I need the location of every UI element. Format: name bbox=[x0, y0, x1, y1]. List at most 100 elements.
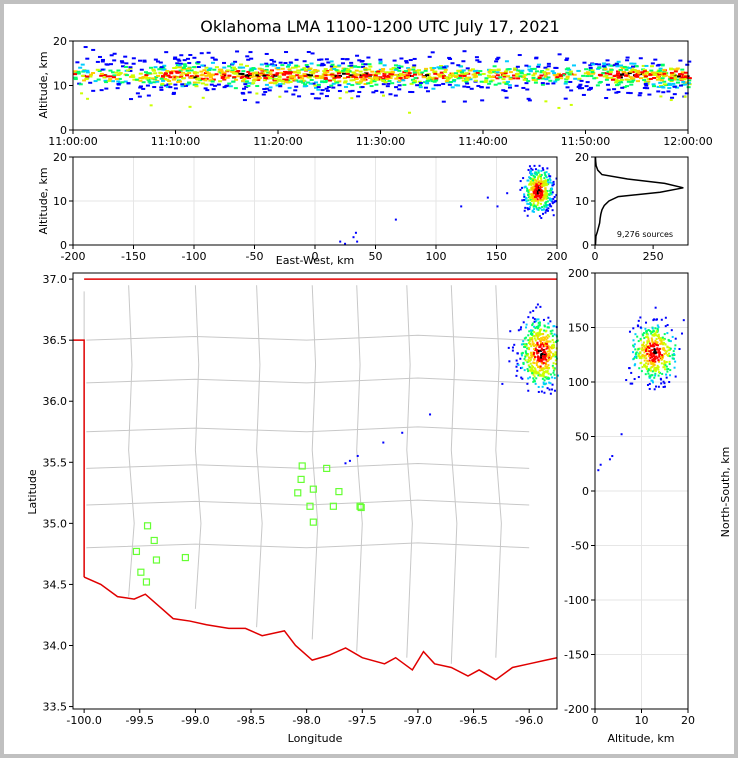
source-point bbox=[181, 77, 186, 80]
source-point bbox=[545, 204, 548, 207]
source-point bbox=[73, 76, 78, 79]
source-point bbox=[553, 367, 556, 370]
source-point bbox=[548, 348, 551, 351]
source-point bbox=[640, 370, 643, 373]
source-point bbox=[543, 383, 546, 386]
source-point bbox=[665, 350, 668, 353]
lma-station-marker bbox=[329, 502, 337, 510]
source-point bbox=[427, 55, 432, 58]
source-point bbox=[667, 83, 672, 86]
source-point bbox=[530, 345, 533, 348]
y-tick-label: 0 bbox=[582, 239, 589, 252]
source-point bbox=[520, 376, 523, 379]
source-point bbox=[315, 69, 320, 72]
source-point bbox=[649, 349, 652, 352]
source-point bbox=[168, 82, 173, 85]
source-point bbox=[532, 334, 535, 337]
source-point bbox=[394, 218, 397, 221]
source-point bbox=[506, 68, 511, 71]
source-point bbox=[349, 64, 354, 67]
source-point bbox=[641, 344, 644, 347]
source-point bbox=[525, 326, 528, 329]
source-point bbox=[669, 71, 674, 74]
source-point bbox=[531, 76, 536, 79]
source-point bbox=[647, 368, 650, 371]
source-point bbox=[550, 205, 553, 208]
source-point bbox=[152, 86, 157, 89]
source-point bbox=[535, 187, 538, 190]
source-point bbox=[308, 82, 313, 85]
source-point bbox=[537, 194, 540, 197]
source-point bbox=[604, 72, 609, 75]
source-point bbox=[663, 385, 666, 388]
source-point bbox=[222, 86, 227, 89]
source-point bbox=[529, 332, 532, 335]
source-point bbox=[280, 67, 285, 70]
source-point bbox=[538, 369, 541, 372]
source-point bbox=[546, 340, 549, 343]
source-point bbox=[548, 177, 551, 180]
source-point bbox=[112, 74, 117, 77]
source-point bbox=[531, 333, 534, 336]
source-point bbox=[251, 82, 256, 85]
source-point bbox=[539, 182, 542, 185]
source-point bbox=[84, 77, 89, 80]
source-point bbox=[145, 77, 150, 80]
source-point bbox=[298, 74, 303, 77]
source-point bbox=[547, 316, 550, 319]
source-point bbox=[227, 82, 232, 85]
source-point bbox=[220, 71, 225, 74]
source-point bbox=[527, 377, 530, 380]
source-point bbox=[638, 57, 643, 60]
source-point bbox=[553, 373, 556, 376]
source-point bbox=[533, 367, 536, 370]
lma-station-marker bbox=[297, 475, 305, 483]
source-point bbox=[664, 364, 667, 367]
source-point bbox=[529, 311, 532, 314]
source-point bbox=[531, 340, 534, 343]
y-tick-label: -200 bbox=[564, 703, 589, 716]
source-point bbox=[521, 377, 524, 380]
source-point bbox=[536, 332, 539, 335]
source-point bbox=[652, 85, 657, 88]
source-point bbox=[484, 79, 489, 82]
source-point bbox=[355, 81, 360, 84]
source-point bbox=[479, 86, 484, 89]
y-tick-label: -50 bbox=[571, 540, 589, 553]
source-point bbox=[316, 88, 321, 91]
source-point bbox=[483, 81, 488, 84]
source-point bbox=[568, 80, 573, 83]
source-point bbox=[323, 73, 328, 76]
source-point bbox=[662, 72, 667, 75]
source-point bbox=[188, 54, 193, 57]
source-point bbox=[313, 84, 318, 87]
source-point bbox=[378, 58, 383, 61]
source-point bbox=[300, 68, 305, 71]
source-point bbox=[533, 318, 536, 321]
lma-station-marker bbox=[143, 522, 152, 530]
source-point bbox=[597, 63, 602, 66]
source-point bbox=[502, 75, 507, 78]
source-point bbox=[430, 51, 435, 54]
source-point bbox=[448, 81, 453, 84]
source-point bbox=[280, 64, 285, 67]
source-point bbox=[599, 463, 602, 466]
source-point bbox=[664, 325, 667, 328]
source-point bbox=[100, 68, 105, 71]
source-point bbox=[337, 80, 342, 83]
source-point bbox=[128, 66, 133, 69]
source-point bbox=[535, 377, 538, 380]
source-point bbox=[204, 74, 209, 77]
source-point bbox=[320, 77, 325, 80]
source-point bbox=[543, 375, 546, 378]
source-point bbox=[535, 370, 538, 373]
source-point bbox=[168, 76, 173, 79]
source-point bbox=[531, 353, 534, 356]
x-tick-label: -50 bbox=[246, 250, 264, 263]
source-point bbox=[552, 72, 557, 75]
source-point bbox=[511, 349, 514, 352]
source-point bbox=[659, 95, 663, 98]
source-point bbox=[582, 61, 587, 64]
source-point bbox=[590, 69, 595, 72]
source-point bbox=[655, 330, 658, 333]
